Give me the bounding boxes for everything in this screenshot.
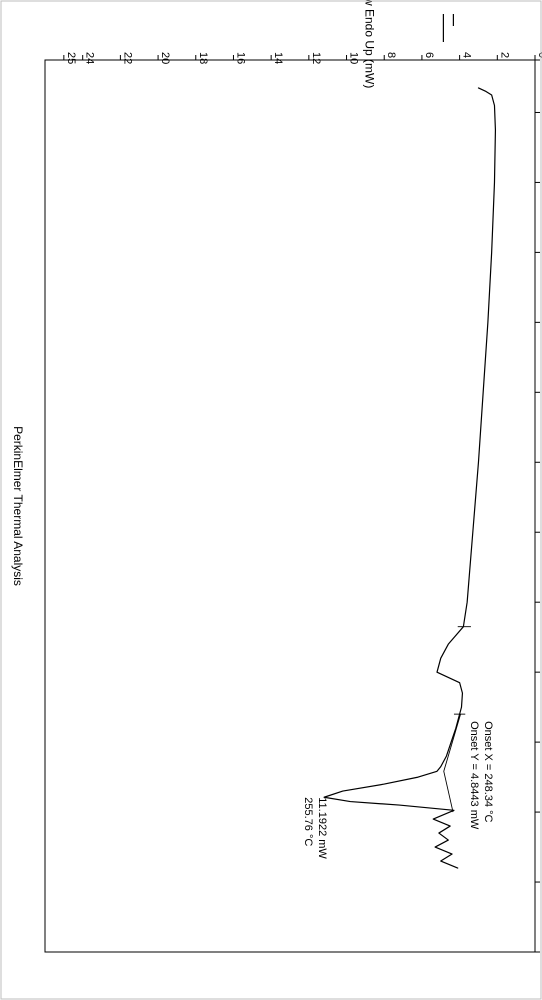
- onset-anno-line1: Onset Y = 4.8443 mW: [468, 721, 480, 830]
- y-tick-label: 8: [385, 52, 397, 58]
- peak-anno-line2: 11.1922 mW: [316, 797, 328, 859]
- y-tick-label: 4: [461, 52, 473, 58]
- y-tick-label: 16: [234, 52, 246, 64]
- y-tick-label: 22: [121, 52, 133, 64]
- y-tick-label: 25: [65, 52, 77, 64]
- chart-bg: [0, 0, 542, 1000]
- y-axis-label: Heat Flow Endo Up (mW): [362, 0, 376, 88]
- y-tick-label: 14: [272, 52, 284, 64]
- y-tick-label: 12: [310, 52, 322, 64]
- y-tick-label: 24: [84, 52, 96, 64]
- y-tick-label: 20: [159, 52, 171, 64]
- chart-title: PerkinElmer Thermal Analysis: [11, 426, 25, 586]
- y-tick-label: 6: [423, 52, 435, 58]
- chart-svg: 4560801001201401601802002202402602803000…: [0, 0, 542, 1000]
- peak-anno-line1: 255.76 °C: [302, 797, 314, 846]
- y-tick-label: 18: [197, 52, 209, 64]
- dsc-thermogram-chart: 4560801001201401601802002202402602803000…: [0, 0, 542, 1000]
- onset-anno-line2: Onset X = 248.34 °C: [482, 721, 494, 822]
- y-tick-label: 10: [348, 52, 360, 64]
- y-tick-label: 2: [498, 52, 510, 58]
